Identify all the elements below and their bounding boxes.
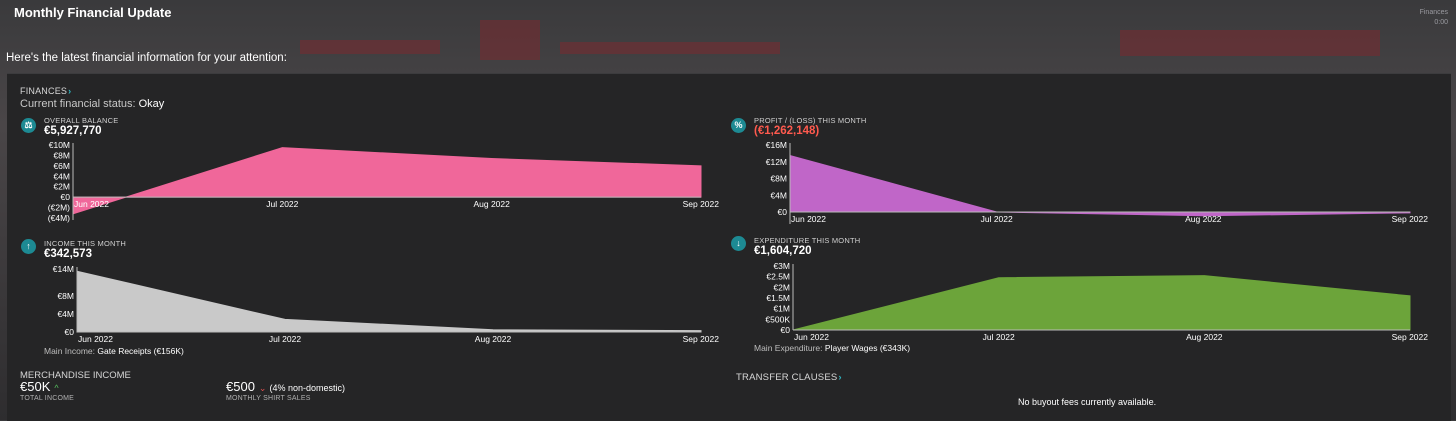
- income-value: €342,573: [44, 248, 92, 260]
- income-y-tick: €0: [65, 327, 75, 337]
- main-expenditure: Main Expenditure: Player Wages (€343K): [754, 343, 910, 353]
- transfer-clauses-link[interactable]: TRANSFER CLAUSES›: [736, 372, 842, 383]
- balance-y-tick: €6M: [53, 161, 70, 171]
- income-title: INCOME THIS MONTH: [44, 239, 127, 248]
- chevron-right-icon: ›: [838, 372, 842, 383]
- expenditure-y-tick: €2.5M: [766, 272, 790, 282]
- shirt-sales-label: MONTHLY SHIRT SALES: [226, 395, 311, 402]
- main-income: Main Income: Gate Receipts (€156K): [44, 346, 184, 356]
- profit-x-tick: Sep 2022: [1392, 214, 1429, 224]
- balance-value: €5,927,770: [44, 125, 102, 137]
- balance-y-tick: (€2M): [48, 203, 70, 213]
- merch-total: €50K ^: [20, 379, 59, 394]
- balance-x-tick: Jul 2022: [266, 199, 298, 209]
- shirt-sales: €500 ⌄ (4% non-domestic): [226, 379, 345, 394]
- profit-y-tick: €4M: [770, 190, 787, 200]
- page-title: Monthly Financial Update: [14, 5, 172, 20]
- balance-y-tick: €4M: [53, 171, 70, 181]
- transfer-clauses-label[interactable]: TRANSFER CLAUSES: [736, 372, 838, 383]
- arrow-down-icon: ↓: [731, 236, 746, 251]
- finances-link[interactable]: FINANCES›: [20, 86, 71, 96]
- expenditure-y-tick: €1M: [773, 304, 790, 314]
- balance-x-tick: Sep 2022: [683, 199, 720, 209]
- balance-y-tick: €2M: [53, 182, 70, 192]
- balance-chart: €10M€8M€6M€4M€2M€0(€2M)(€4M) Jun 2022 Jul …: [48, 140, 720, 223]
- trend-up-icon: ^: [54, 383, 59, 393]
- stadium-background: [0, 0, 1456, 76]
- income-y-tick: €4M: [57, 309, 74, 319]
- expenditure-value: €1,604,720: [754, 245, 812, 257]
- profit-title: PROFIT / (LOSS) THIS MONTH: [754, 116, 867, 125]
- profit-y-tick: €0: [778, 207, 788, 217]
- shirt-sales-value: €500: [226, 379, 255, 394]
- main-expenditure-value: Player Wages (€343K): [824, 343, 911, 353]
- chevron-right-icon: ›: [68, 86, 72, 96]
- no-buyout-text: No buyout fees currently available.: [1018, 397, 1157, 407]
- finances-link-label[interactable]: FINANCES: [20, 86, 68, 96]
- income-x-tick: Aug 2022: [475, 334, 512, 344]
- merch-total-label: TOTAL INCOME: [20, 395, 74, 402]
- balance-y-tick: €10M: [49, 140, 70, 150]
- expenditure-area: [792, 275, 1411, 331]
- balance-x-tick: Jun 2022: [74, 199, 109, 209]
- income-y-tick: €14M: [53, 264, 74, 274]
- main-expenditure-label: Main Expenditure:: [754, 343, 823, 353]
- profit-x-tick: Jun 2022: [791, 214, 826, 224]
- non-domestic-note: (4% non-domestic): [269, 383, 345, 393]
- arrow-up-icon: ↑: [21, 239, 36, 254]
- main-income-label: Main Income:: [44, 346, 96, 356]
- income-x-tick: Jul 2022: [269, 334, 301, 344]
- expenditure-x-tick: Aug 2022: [1186, 332, 1223, 342]
- financial-status-label: Current financial status:: [20, 98, 136, 110]
- finances-panel: FINANCES› Current financial status: Okay…: [7, 73, 1451, 421]
- balance-y-tick: €8M: [53, 150, 70, 160]
- finances-tag[interactable]: Finances: [1419, 9, 1448, 16]
- income-x-tick: Jun 2022: [78, 334, 113, 344]
- profit-value: (€1,262,148): [754, 125, 820, 137]
- expenditure-y-tick: €3M: [773, 261, 790, 271]
- income-x-tick: Sep 2022: [683, 334, 720, 344]
- expenditure-title: EXPENDITURE THIS MONTH: [754, 236, 861, 245]
- merch-total-value: €50K: [20, 379, 51, 394]
- balance-y-tick: €0: [61, 192, 71, 202]
- income-y-tick: €8M: [57, 291, 74, 301]
- merchandise-title: MERCHANDISE INCOME: [20, 370, 131, 381]
- expenditure-x-tick: Jul 2022: [983, 332, 1015, 342]
- expenditure-x-tick: Jun 2022: [794, 332, 829, 342]
- profit-x-tick: Aug 2022: [1185, 214, 1222, 224]
- expenditure-y-tick: €500K: [765, 314, 790, 324]
- balance-title: OVERALL BALANCE: [44, 116, 119, 125]
- header-meta[interactable]: Finances 0:00: [1420, 8, 1448, 28]
- profit-y-tick: €8M: [770, 174, 787, 184]
- financial-status: Current financial status: Okay: [20, 98, 164, 110]
- balance-scale-icon: ⚖: [21, 118, 36, 133]
- expenditure-x-tick: Sep 2022: [1392, 332, 1429, 342]
- balance-y-tick: (€4M): [48, 213, 70, 223]
- profit-x-tick: Jul 2022: [981, 214, 1013, 224]
- expenditure-y-tick: €2M: [773, 282, 790, 292]
- financial-status-value: Okay: [138, 98, 165, 110]
- clock-readout: 0:00: [1434, 19, 1448, 26]
- main-income-value: Gate Receipts (€156K): [97, 346, 184, 356]
- balance-x-tick: Aug 2022: [473, 199, 510, 209]
- expenditure-y-tick: €0: [781, 325, 791, 335]
- profit-y-tick: €12M: [766, 157, 787, 167]
- profit-y-tick: €16M: [766, 140, 787, 150]
- trend-down-icon: ⌄: [258, 383, 267, 393]
- expenditure-y-tick: €1.5M: [766, 293, 790, 303]
- intro-text: Here's the latest financial information …: [6, 52, 287, 64]
- percent-icon: %: [731, 118, 746, 133]
